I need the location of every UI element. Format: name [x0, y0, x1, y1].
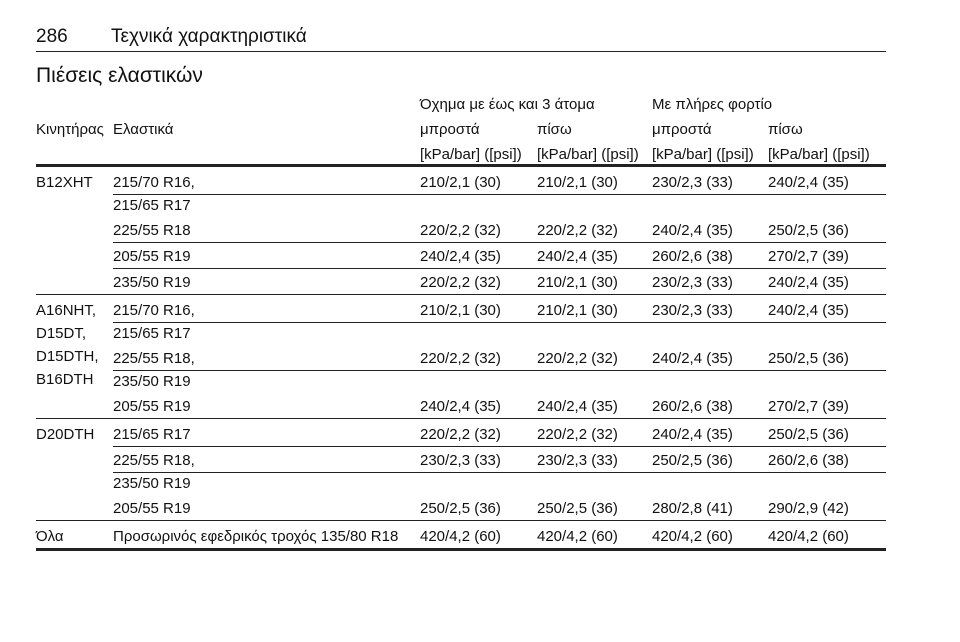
pressure: 260/2,6 (38) — [768, 452, 849, 469]
section-title: Πιέσεις ελαστικών — [36, 64, 203, 87]
pressure: 210/2,1 (30) — [537, 174, 618, 191]
tire-size: 215/65 R17 — [113, 197, 191, 214]
pressure: 230/2,3 (33) — [652, 174, 733, 191]
pressure: 250/2,5 (36) — [652, 452, 733, 469]
pressure: 260/2,6 (38) — [652, 398, 733, 415]
pressure: 210/2,1 (30) — [537, 302, 618, 319]
engine: D15DT, — [36, 325, 87, 342]
rule — [36, 164, 886, 167]
tire-size: 225/55 R18, — [113, 452, 195, 469]
pressure: 220/2,2 (32) — [537, 426, 618, 443]
rule — [36, 548, 886, 551]
header-title: Τεχνικά χαρακτηριστικά — [111, 26, 307, 47]
column-header: μπροστά — [420, 121, 480, 138]
pressure: 250/2,5 (36) — [768, 222, 849, 239]
rule — [113, 472, 886, 473]
column-header: Κινητήρας — [36, 121, 104, 138]
pressure: 240/2,4 (35) — [768, 174, 849, 191]
pressure: 210/2,1 (30) — [537, 274, 618, 291]
pressure: 240/2,4 (35) — [768, 274, 849, 291]
engine: D15DTH, — [36, 348, 99, 365]
group-header: Όχημα με έως και 3 άτομα — [420, 96, 595, 113]
pressure: 240/2,4 (35) — [652, 426, 733, 443]
pressure: 220/2,2 (32) — [420, 274, 501, 291]
tire-size: 225/55 R18, — [113, 350, 195, 367]
pressure: 240/2,4 (35) — [537, 248, 618, 265]
column-header: Ελαστικά — [113, 121, 174, 138]
pressure: 220/2,2 (32) — [420, 222, 501, 239]
tire-size: 205/55 R19 — [113, 248, 191, 265]
rule — [113, 446, 886, 447]
group-header: Με πλήρες φορτίο — [652, 96, 773, 113]
tire-size: 235/50 R19 — [113, 274, 191, 291]
pressure: 240/2,4 (35) — [420, 248, 501, 265]
pressure: 250/2,5 (36) — [768, 426, 849, 443]
pressure: 210/2,1 (30) — [420, 302, 501, 319]
column-header: πίσω — [537, 121, 572, 138]
tire-size: 215/70 R16, — [113, 302, 195, 319]
rule — [36, 520, 886, 521]
unit-header: [kPa/bar] ([psi]) — [768, 146, 870, 163]
tire-size: 225/55 R18 — [113, 222, 191, 239]
tire-size: 215/65 R17 — [113, 426, 191, 443]
pressure: 220/2,2 (32) — [420, 426, 501, 443]
pressure: 230/2,3 (33) — [652, 274, 733, 291]
tire-size: 235/50 R19 — [113, 475, 191, 492]
tire-size: Προσωρινός εφεδρικός τροχός 135/80 R18 — [113, 528, 399, 545]
engine: D20DTH — [36, 426, 95, 443]
pressure: 420/4,2 (60) — [537, 528, 618, 545]
pressure: 250/2,5 (36) — [420, 500, 501, 517]
pressure: 220/2,2 (32) — [537, 222, 618, 239]
pressure: 230/2,3 (33) — [420, 452, 501, 469]
pressure: 260/2,6 (38) — [652, 248, 733, 265]
pressure: 270/2,7 (39) — [768, 398, 849, 415]
pressure: 280/2,8 (41) — [652, 500, 733, 517]
rule — [36, 294, 886, 295]
pressure: 210/2,1 (30) — [420, 174, 501, 191]
unit-header: [kPa/bar] ([psi]) — [537, 146, 639, 163]
pressure: 420/4,2 (60) — [768, 528, 849, 545]
pressure: 250/2,5 (36) — [537, 500, 618, 517]
tire-size: 215/70 R16, — [113, 174, 195, 191]
pressure: 230/2,3 (33) — [652, 302, 733, 319]
tire-size: 215/65 R17 — [113, 325, 191, 342]
pressure: 270/2,7 (39) — [768, 248, 849, 265]
rule — [113, 242, 886, 243]
engine: Όλα — [36, 528, 64, 545]
pressure: 240/2,4 (35) — [652, 222, 733, 239]
pressure: 220/2,2 (32) — [537, 350, 618, 367]
column-header: μπροστά — [652, 121, 712, 138]
tire-size: 205/55 R19 — [113, 398, 191, 415]
rule — [113, 322, 886, 323]
pressure: 240/2,4 (35) — [537, 398, 618, 415]
pressure: 420/4,2 (60) — [652, 528, 733, 545]
pressure: 240/2,4 (35) — [652, 350, 733, 367]
engine: B16DTH — [36, 371, 94, 388]
pressure: 420/4,2 (60) — [420, 528, 501, 545]
engine: A16NHT, — [36, 302, 97, 319]
rule — [113, 194, 886, 195]
tire-size: 205/55 R19 — [113, 500, 191, 517]
pressure: 220/2,2 (32) — [420, 350, 501, 367]
page-number: 286 — [36, 26, 68, 47]
engine: B12XHT — [36, 174, 93, 191]
pressure: 290/2,9 (42) — [768, 500, 849, 517]
rule — [36, 418, 886, 419]
unit-header: [kPa/bar] ([psi]) — [652, 146, 754, 163]
column-header: πίσω — [768, 121, 803, 138]
pressure: 230/2,3 (33) — [537, 452, 618, 469]
pressure: 250/2,5 (36) — [768, 350, 849, 367]
header-rule — [36, 51, 886, 52]
tire-size: 235/50 R19 — [113, 373, 191, 390]
rule — [113, 268, 886, 269]
unit-header: [kPa/bar] ([psi]) — [420, 146, 522, 163]
rule — [113, 370, 886, 371]
pressure: 240/2,4 (35) — [768, 302, 849, 319]
pressure: 240/2,4 (35) — [420, 398, 501, 415]
